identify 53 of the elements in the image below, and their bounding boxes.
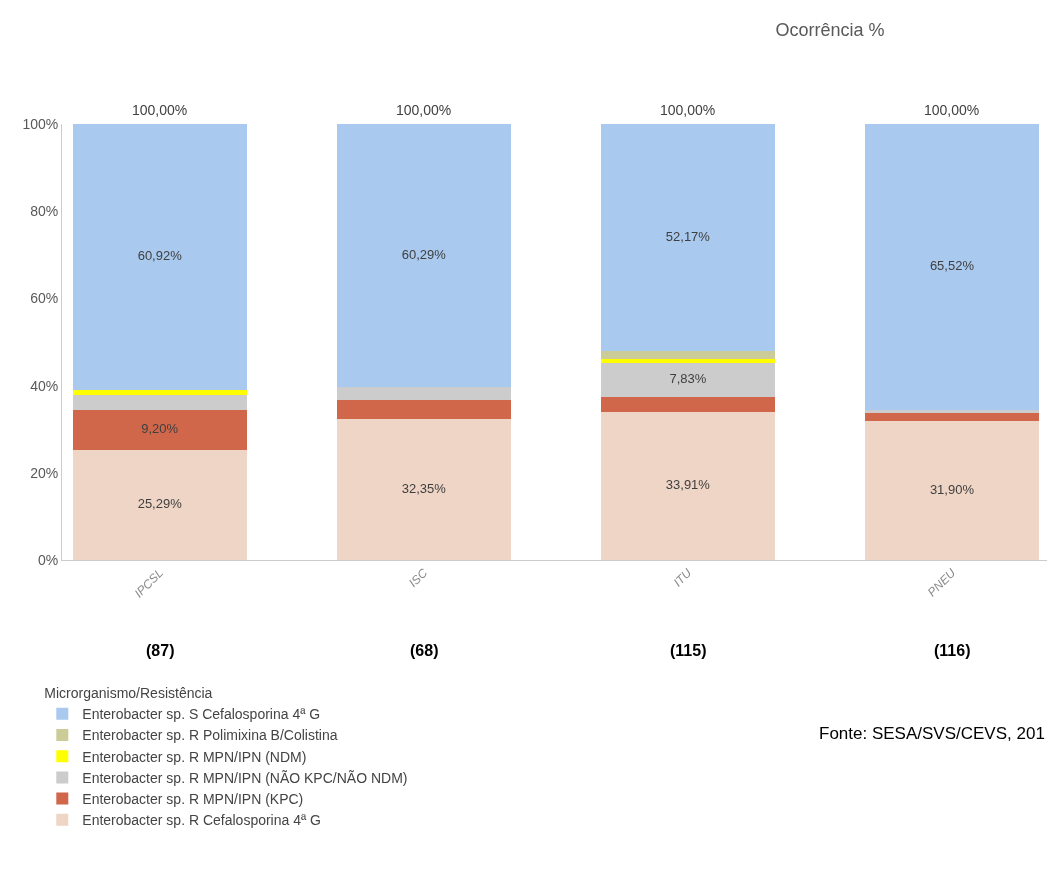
x-tick-label: ISC [406, 565, 431, 590]
bar [600, 396, 775, 413]
y-tick-label: 40% [30, 377, 59, 394]
bar [864, 124, 1040, 410]
bar [336, 386, 511, 400]
text: (116) [934, 642, 971, 659]
data-label: 60,92% [137, 248, 183, 264]
text: (87) [146, 642, 175, 659]
text: (115) [670, 642, 707, 659]
bar [72, 124, 247, 390]
legend-label: Enterobacter sp. R MPN/IPN (NÃO KPC/NÃO NDM) [82, 769, 408, 786]
total-label: 100,00% [924, 102, 980, 118]
bar [72, 449, 247, 560]
legend-label: Enterobacter sp. R Polimixina B/Colistina [82, 727, 338, 744]
bar [600, 359, 775, 363]
bar [600, 362, 775, 397]
bar [864, 413, 1040, 421]
bar [600, 351, 775, 360]
total-label: 100,00% [396, 102, 452, 118]
y-tick-label: 100% [22, 115, 59, 132]
bar [864, 420, 1040, 560]
bar [336, 124, 511, 387]
y-tick-label: 0% [37, 551, 59, 568]
legend-label: Enterobacter sp. R MPN/IPN (KPC) [82, 791, 304, 808]
legend-title: Microrganismo/Resistência [44, 685, 213, 702]
bar [336, 399, 511, 419]
data-label: 31,90% [929, 481, 975, 497]
y-tick-label: 80% [30, 203, 59, 220]
x-tick-label: ITU [670, 565, 695, 590]
bar [72, 409, 247, 450]
data-label: 65,52% [929, 258, 975, 274]
source-note: Fonte: SESA/SVS/CEVS, 201 [819, 724, 1045, 743]
legend-label: Enterobacter sp. R Cefalosporina 4ª G [82, 812, 321, 829]
data-label: 25,29% [137, 496, 183, 512]
data-label: 33,91% [665, 477, 711, 493]
bar [600, 124, 775, 352]
legend-label: Enterobacter sp. R MPN/IPN (NDM) [82, 748, 307, 765]
y-tick-label: 20% [30, 464, 59, 481]
bar [336, 418, 511, 560]
data-label: 60,29% [401, 246, 447, 262]
bar [72, 389, 247, 395]
total-label: 100,00% [660, 102, 716, 118]
bar [600, 412, 775, 560]
bar [72, 394, 247, 410]
data-label: 7,83% [669, 371, 707, 387]
data-label: 32,35% [401, 480, 447, 496]
data-label: 52,17% [665, 228, 711, 244]
total-label: 100,00% [132, 102, 188, 118]
text: (68) [410, 642, 439, 659]
y-tick-label: 60% [30, 290, 59, 307]
data-label: 9,20% [141, 420, 179, 436]
chart-title: Ocorrência % [775, 20, 885, 41]
legend-label: Enterobacter sp. S Cefalosporina 4ª G [82, 706, 321, 723]
